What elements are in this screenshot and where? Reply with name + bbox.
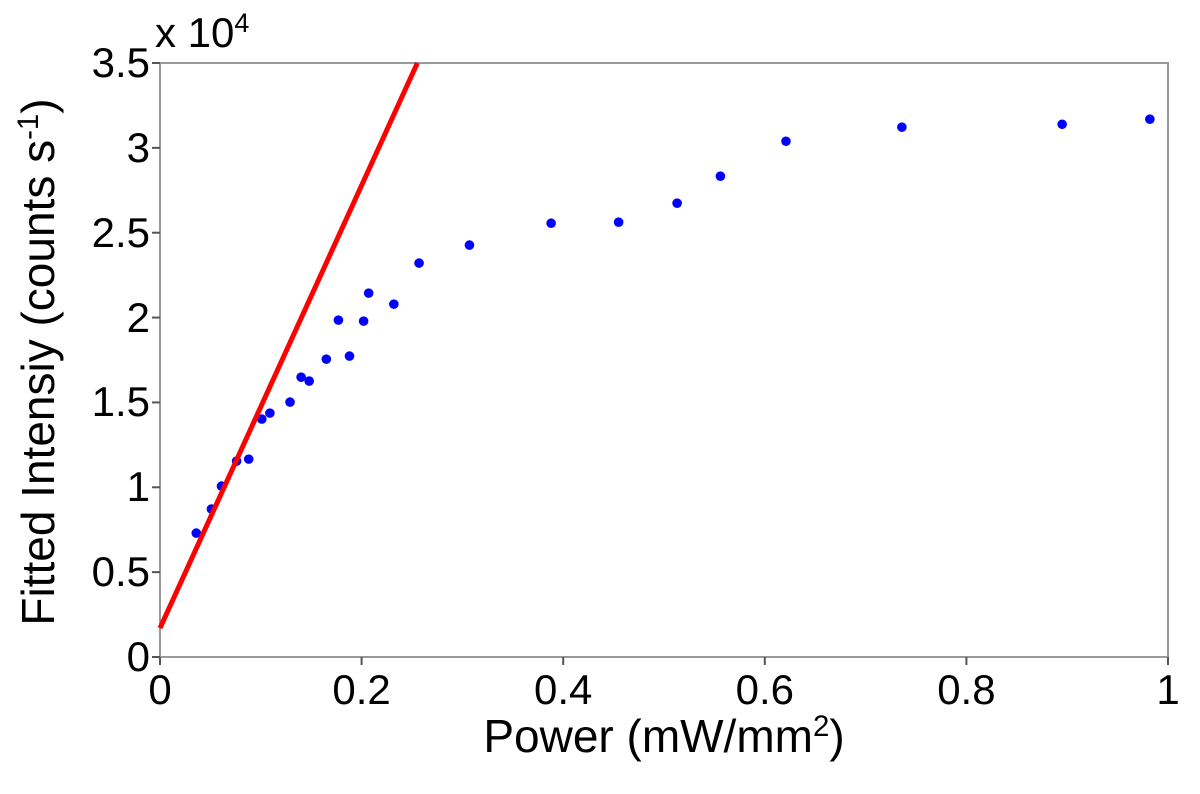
y-tick-label: 2.5 [91,208,150,256]
data-point [464,240,475,250]
data-point [546,218,556,229]
data-point [1057,119,1067,130]
data-point [321,354,332,364]
x-label-close: ) [829,710,845,762]
x-axis-label: Power (mW/mm2) [160,710,1168,769]
y-label-main: Fitted Intensiy (counts s [12,139,64,626]
data-point [672,198,682,208]
data-point [333,315,344,325]
data-point [897,122,907,132]
data-point [285,397,295,407]
y-tick-label: 0 [126,633,150,680]
data-point [265,408,275,418]
data-point [358,316,369,326]
x-label-sup: 2 [812,709,830,743]
data-point [191,528,202,538]
data-point [243,454,254,464]
y-tick-label: 0.5 [91,548,150,596]
data-point [1145,114,1155,124]
y-tick-label: 3.5 [91,39,150,86]
data-point [304,376,314,386]
y-tick-label: 1.5 [91,378,150,426]
axes-frame [159,62,1169,658]
exponent-sup: 4 [234,8,250,39]
y-tick-label: 3 [126,123,150,171]
data-point [781,136,791,147]
data-point [257,414,267,424]
x-tick-label: 0.8 [937,666,996,713]
fit-line [157,61,420,630]
data-point [363,288,374,298]
data-point [296,372,306,382]
y-tick-label: 2 [126,293,150,341]
x-tick-label: 1 [1156,666,1180,713]
data-point [414,258,424,268]
y-axis-exponent-label: x 104 [155,8,250,61]
y-label-close: ) [12,98,64,114]
x-label-main: Power (mW/mm [483,710,813,762]
x-tick-label: 0.4 [533,666,593,713]
data-point [344,351,355,361]
y-axis-label: Fitted Intensiy (counts s-1) [12,62,64,662]
y-tick-label: 1 [126,463,150,511]
x-tick-label: 0 [148,666,172,713]
x-tick-label: 0.6 [735,666,794,713]
data-point [715,171,726,181]
data-point [613,217,624,227]
y-label-sup: -1 [11,113,45,140]
exponent-main: x 10 [155,9,235,56]
x-tick-label: 0.2 [332,666,391,713]
data-point [389,299,399,309]
